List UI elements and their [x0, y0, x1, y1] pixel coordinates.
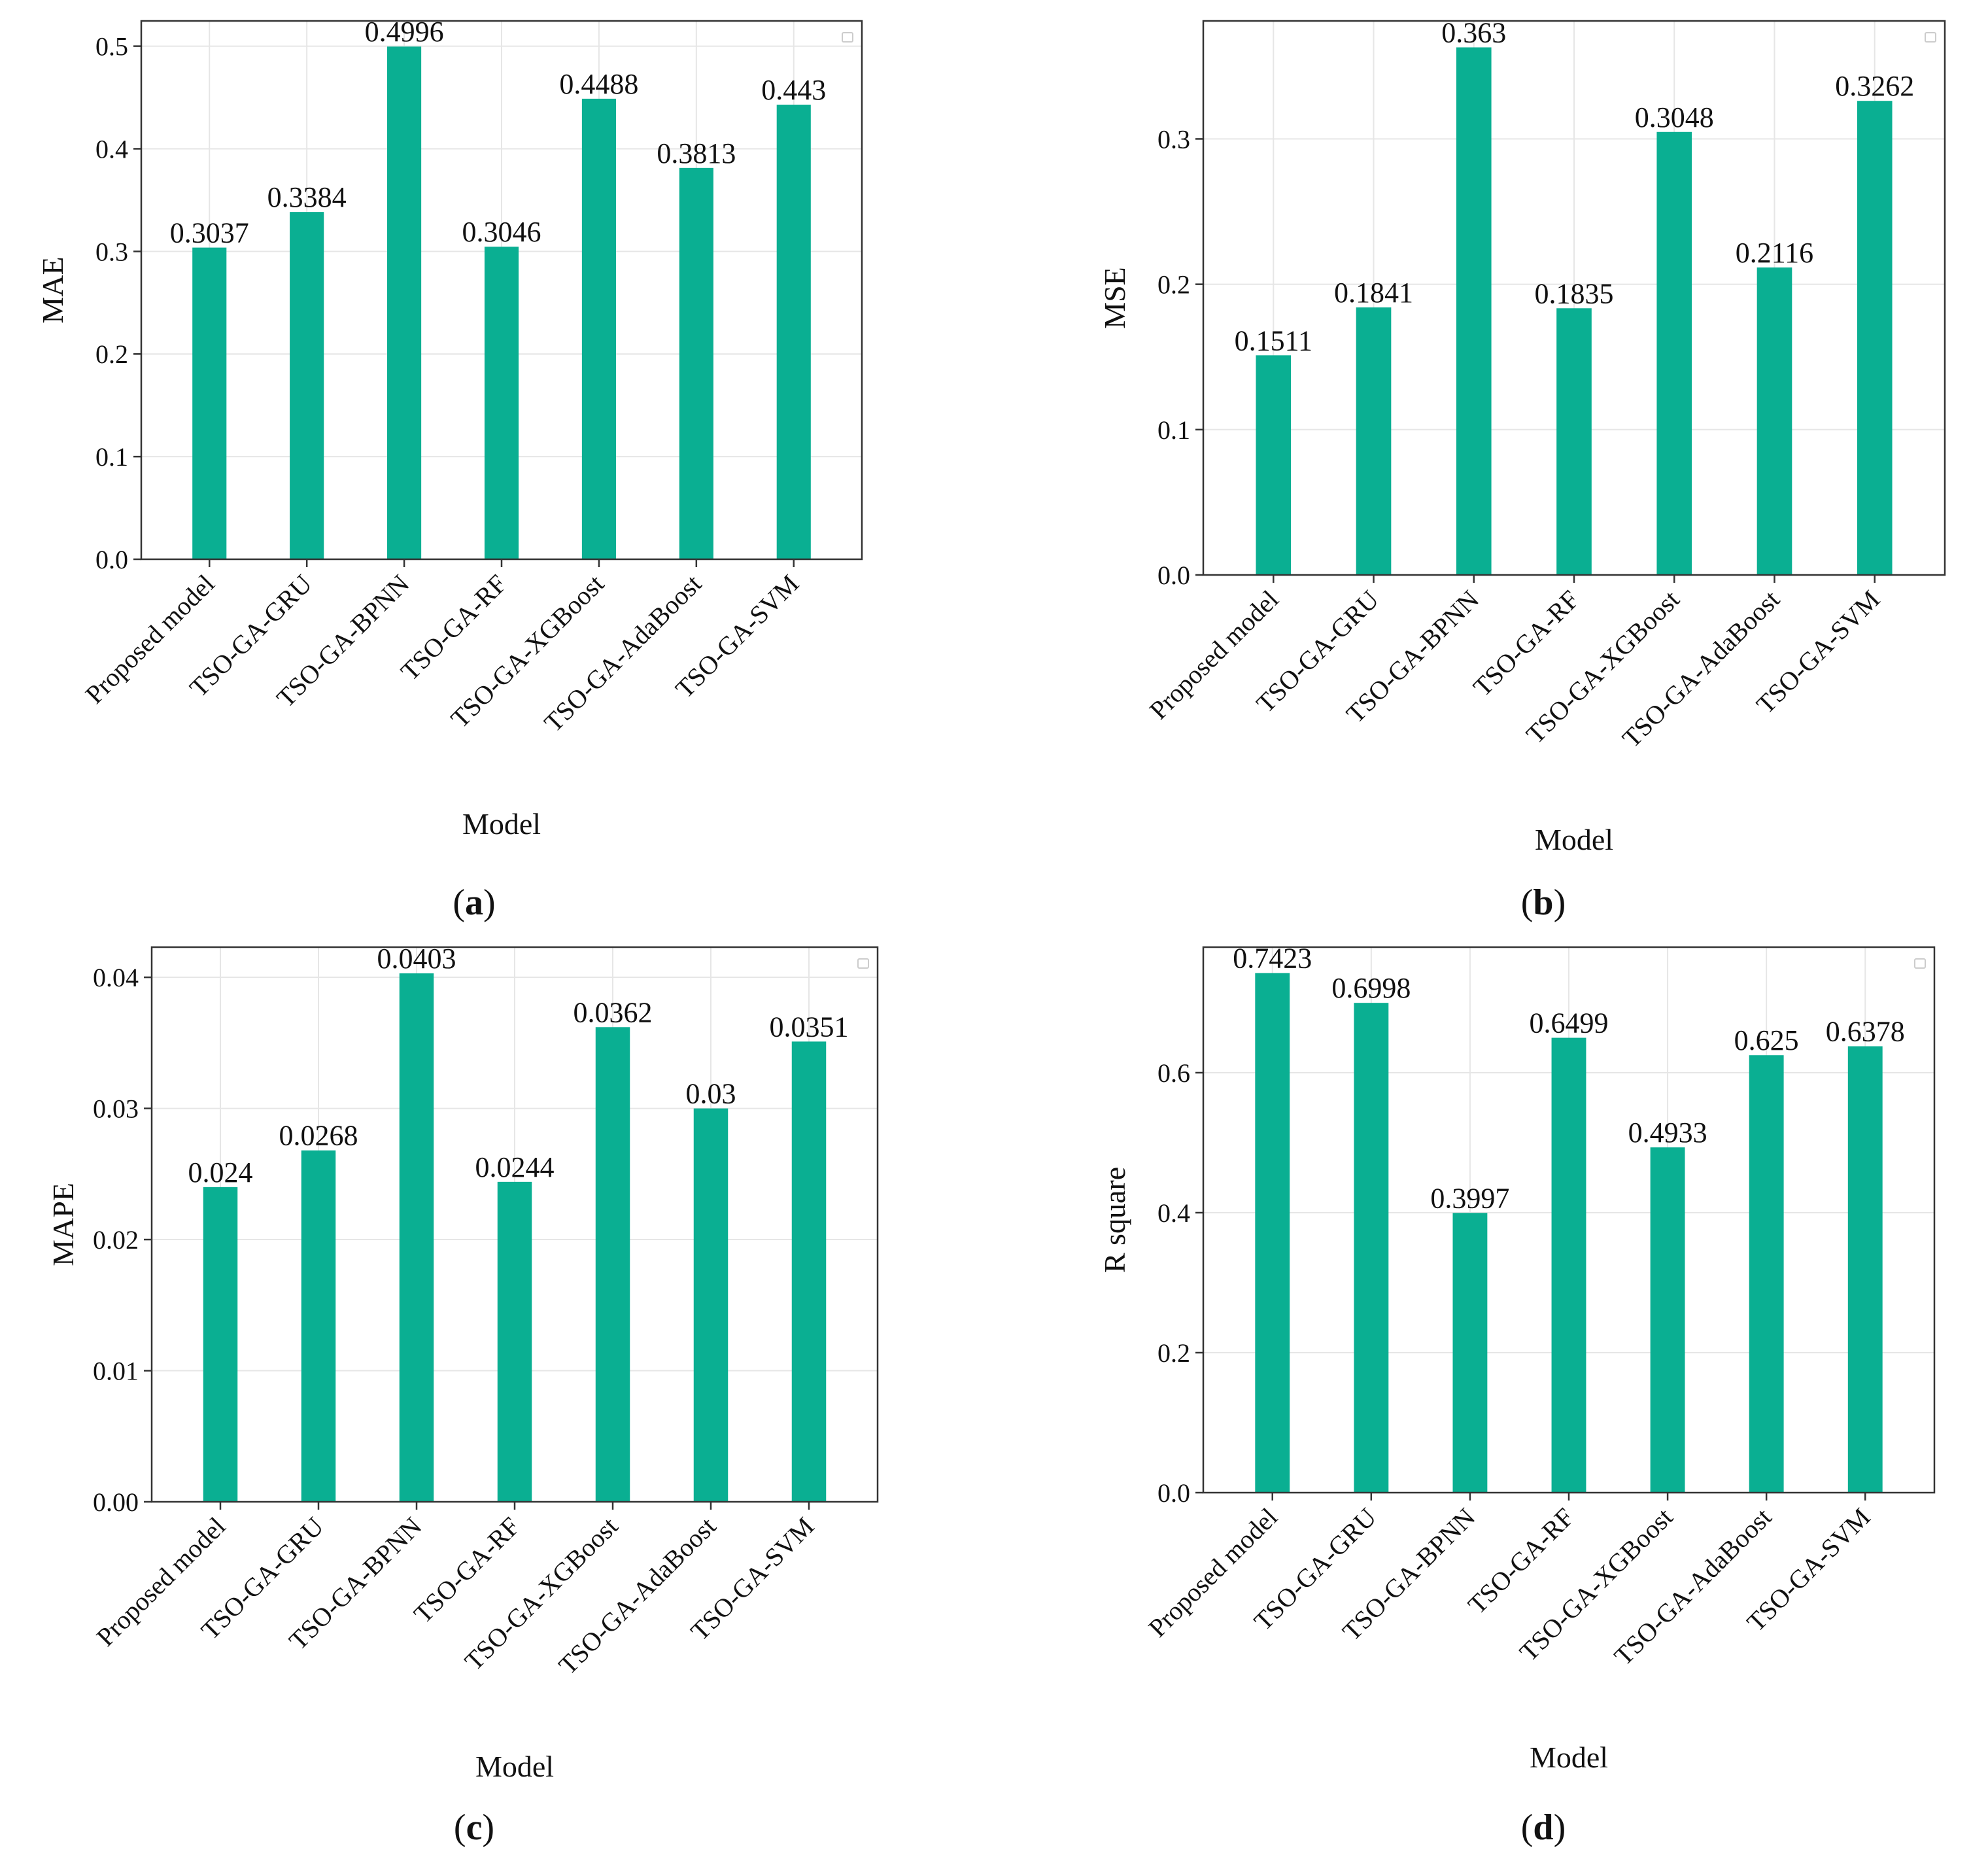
data-label: 0.2116	[1736, 237, 1813, 269]
data-label: 0.3384	[267, 181, 347, 213]
x-axis-title: Model	[475, 1750, 554, 1783]
bar	[399, 973, 434, 1502]
y-tick-label: 0.2	[95, 339, 128, 369]
y-tick-label: 0.02	[93, 1225, 139, 1255]
y-tick-label: 0.1	[95, 442, 128, 472]
data-label: 0.0244	[475, 1151, 555, 1183]
legend-box	[1925, 32, 1936, 43]
bar	[387, 46, 422, 560]
data-label: 0.024	[188, 1156, 253, 1189]
x-axis-title: Model	[1530, 1741, 1608, 1774]
data-label: 0.4933	[1628, 1117, 1707, 1149]
y-tick-label: 0.3	[95, 237, 128, 266]
bar	[1255, 973, 1290, 1493]
x-axis-title: Model	[1535, 823, 1613, 856]
legend-box	[857, 958, 869, 969]
bar	[484, 247, 519, 559]
y-tick-label: 0.0	[1157, 561, 1190, 590]
chart-panel-b: 0.1511 0.1841 0.363 0.1835 0.3048 0.2116 0.326…	[1098, 16, 1946, 923]
panel-caption: (c)	[454, 1807, 494, 1848]
bar	[1749, 1055, 1784, 1493]
data-label: 0.03	[686, 1078, 736, 1110]
bar	[497, 1181, 532, 1502]
bar	[1452, 1213, 1488, 1493]
bar	[1356, 307, 1392, 575]
y-axis-title: MAPE	[46, 1183, 80, 1266]
bar	[791, 1041, 827, 1502]
bar	[1650, 1147, 1685, 1493]
y-tick-label: 0.4	[95, 134, 128, 164]
y-axis-title: MSE	[1098, 267, 1131, 329]
data-label: 0.1835	[1535, 277, 1614, 309]
data-label: 0.3997	[1430, 1182, 1509, 1214]
y-tick-label: 0.00	[93, 1487, 139, 1517]
data-label: 0.625	[1734, 1024, 1799, 1056]
y-tick-label: 0.0	[95, 545, 128, 574]
data-label: 0.363	[1441, 16, 1506, 48]
data-label: 0.3262	[1835, 70, 1914, 102]
y-axis-title: MAE	[36, 256, 69, 323]
data-label: 0.3813	[657, 137, 736, 169]
legend-box	[842, 32, 853, 43]
bar	[1857, 101, 1893, 576]
bar	[1656, 131, 1692, 576]
bar	[1551, 1037, 1586, 1493]
panel-caption: (a)	[453, 882, 495, 923]
data-label: 0.6998	[1331, 972, 1411, 1004]
bar	[1847, 1046, 1883, 1493]
legend-box	[1914, 958, 1926, 969]
y-axis-title: R square	[1098, 1167, 1131, 1273]
bar	[192, 247, 227, 559]
data-label: 0.6499	[1530, 1007, 1609, 1039]
bar	[1456, 47, 1492, 575]
data-label: 0.3048	[1635, 101, 1714, 133]
y-tick-label: 0.4	[1157, 1198, 1190, 1228]
y-tick-label: 0.6	[1157, 1058, 1190, 1088]
panel-caption: (b)	[1521, 882, 1566, 923]
y-tick-label: 0.2	[1157, 270, 1190, 300]
y-tick-label: 0.0	[1157, 1478, 1190, 1508]
bar	[581, 98, 616, 559]
y-tick-label: 0.04	[93, 963, 139, 992]
y-tick-label: 0.5	[95, 32, 128, 61]
bar	[1757, 267, 1792, 575]
x-axis-title: Model	[462, 807, 541, 841]
bar	[1556, 308, 1592, 575]
bar	[595, 1027, 630, 1502]
chart-panel-c: 0.024 0.0268 0.0403 0.0244 0.0362 0.03 0.0351 0…	[46, 943, 879, 1848]
data-label: 0.0351	[770, 1011, 849, 1043]
data-label: 0.1511	[1235, 324, 1312, 356]
bar	[301, 1150, 336, 1502]
y-tick-label: 0.03	[93, 1094, 139, 1124]
bar	[290, 212, 324, 559]
bar	[693, 1108, 728, 1502]
chart-panel-a: 0.30370.33840.49960.30460.44880.38130.44…	[36, 16, 863, 923]
bar	[679, 167, 713, 559]
data-label: 0.4488	[559, 68, 638, 100]
data-label: 0.3037	[170, 217, 249, 249]
bar	[776, 105, 811, 559]
bar	[1256, 355, 1292, 575]
data-label: 0.3046	[462, 216, 541, 248]
y-tick-label: 0.01	[93, 1357, 139, 1386]
data-label: 0.0362	[574, 996, 653, 1028]
data-label: 0.443	[761, 74, 826, 106]
data-label: 0.6378	[1826, 1016, 1905, 1048]
data-label: 0.0403	[377, 943, 456, 975]
y-tick-label: 0.1	[1157, 415, 1190, 445]
panel-caption: (d)	[1521, 1807, 1566, 1848]
bar	[203, 1187, 238, 1502]
y-tick-label: 0.3	[1157, 124, 1190, 154]
data-label: 0.0268	[279, 1120, 358, 1152]
data-label: 0.1841	[1334, 277, 1413, 309]
bar	[1354, 1003, 1389, 1493]
y-tick-label: 0.2	[1157, 1338, 1190, 1368]
